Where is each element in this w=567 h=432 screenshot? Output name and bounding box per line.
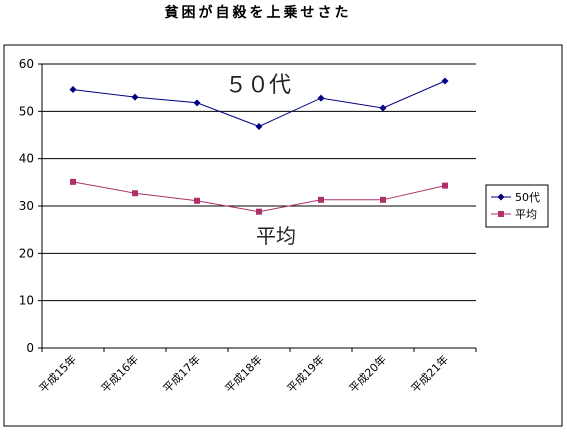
data-point-1-1 [132, 190, 138, 197]
x-tick-label: 平成20年 [346, 352, 389, 395]
legend-label: 平均 [515, 208, 537, 221]
y-tick-label: 10 [19, 294, 34, 308]
data-point-0-3 [255, 122, 263, 130]
legend-box [485, 184, 549, 228]
y-tick-label: 40 [19, 152, 34, 166]
x-tick-label: 平成17年 [160, 352, 203, 395]
data-point-1-5 [380, 196, 386, 203]
chart-frame [3, 44, 563, 427]
y-tick-label: 50 [19, 104, 34, 118]
x-tick-label: 平成16年 [98, 352, 141, 395]
data-point-0-6 [441, 77, 449, 85]
y-tick-label: 20 [19, 246, 34, 260]
legend-marker-1 [498, 211, 504, 217]
legend-marker-0 [497, 193, 505, 201]
x-tick-label: 平成21年 [408, 352, 451, 395]
legend-label: 50代 [515, 191, 540, 204]
data-point-1-2 [194, 197, 200, 204]
data-point-0-0 [69, 86, 77, 94]
data-point-0-4 [317, 94, 325, 102]
data-point-1-3 [256, 208, 262, 215]
annotation-50dai: ５０代 [225, 73, 291, 98]
y-tick-label: 60 [19, 57, 34, 71]
data-point-1-4 [318, 196, 324, 203]
data-point-1-0 [70, 178, 76, 185]
series-line-1 [72, 181, 446, 213]
data-point-0-5 [379, 104, 387, 112]
x-tick-label: 平成18年 [222, 352, 265, 395]
x-tick-label: 平成15年 [36, 352, 79, 395]
x-tick-label: 平成19年 [284, 352, 327, 395]
data-point-1-6 [442, 182, 448, 189]
data-point-0-2 [193, 99, 201, 107]
chart-title: 貧困が自殺を上乗せさた [165, 4, 352, 21]
y-tick-label: 30 [19, 199, 34, 213]
annotation-heikin: 平均 [256, 224, 296, 248]
y-tick-label: 0 [26, 341, 34, 355]
data-point-0-1 [131, 93, 139, 101]
